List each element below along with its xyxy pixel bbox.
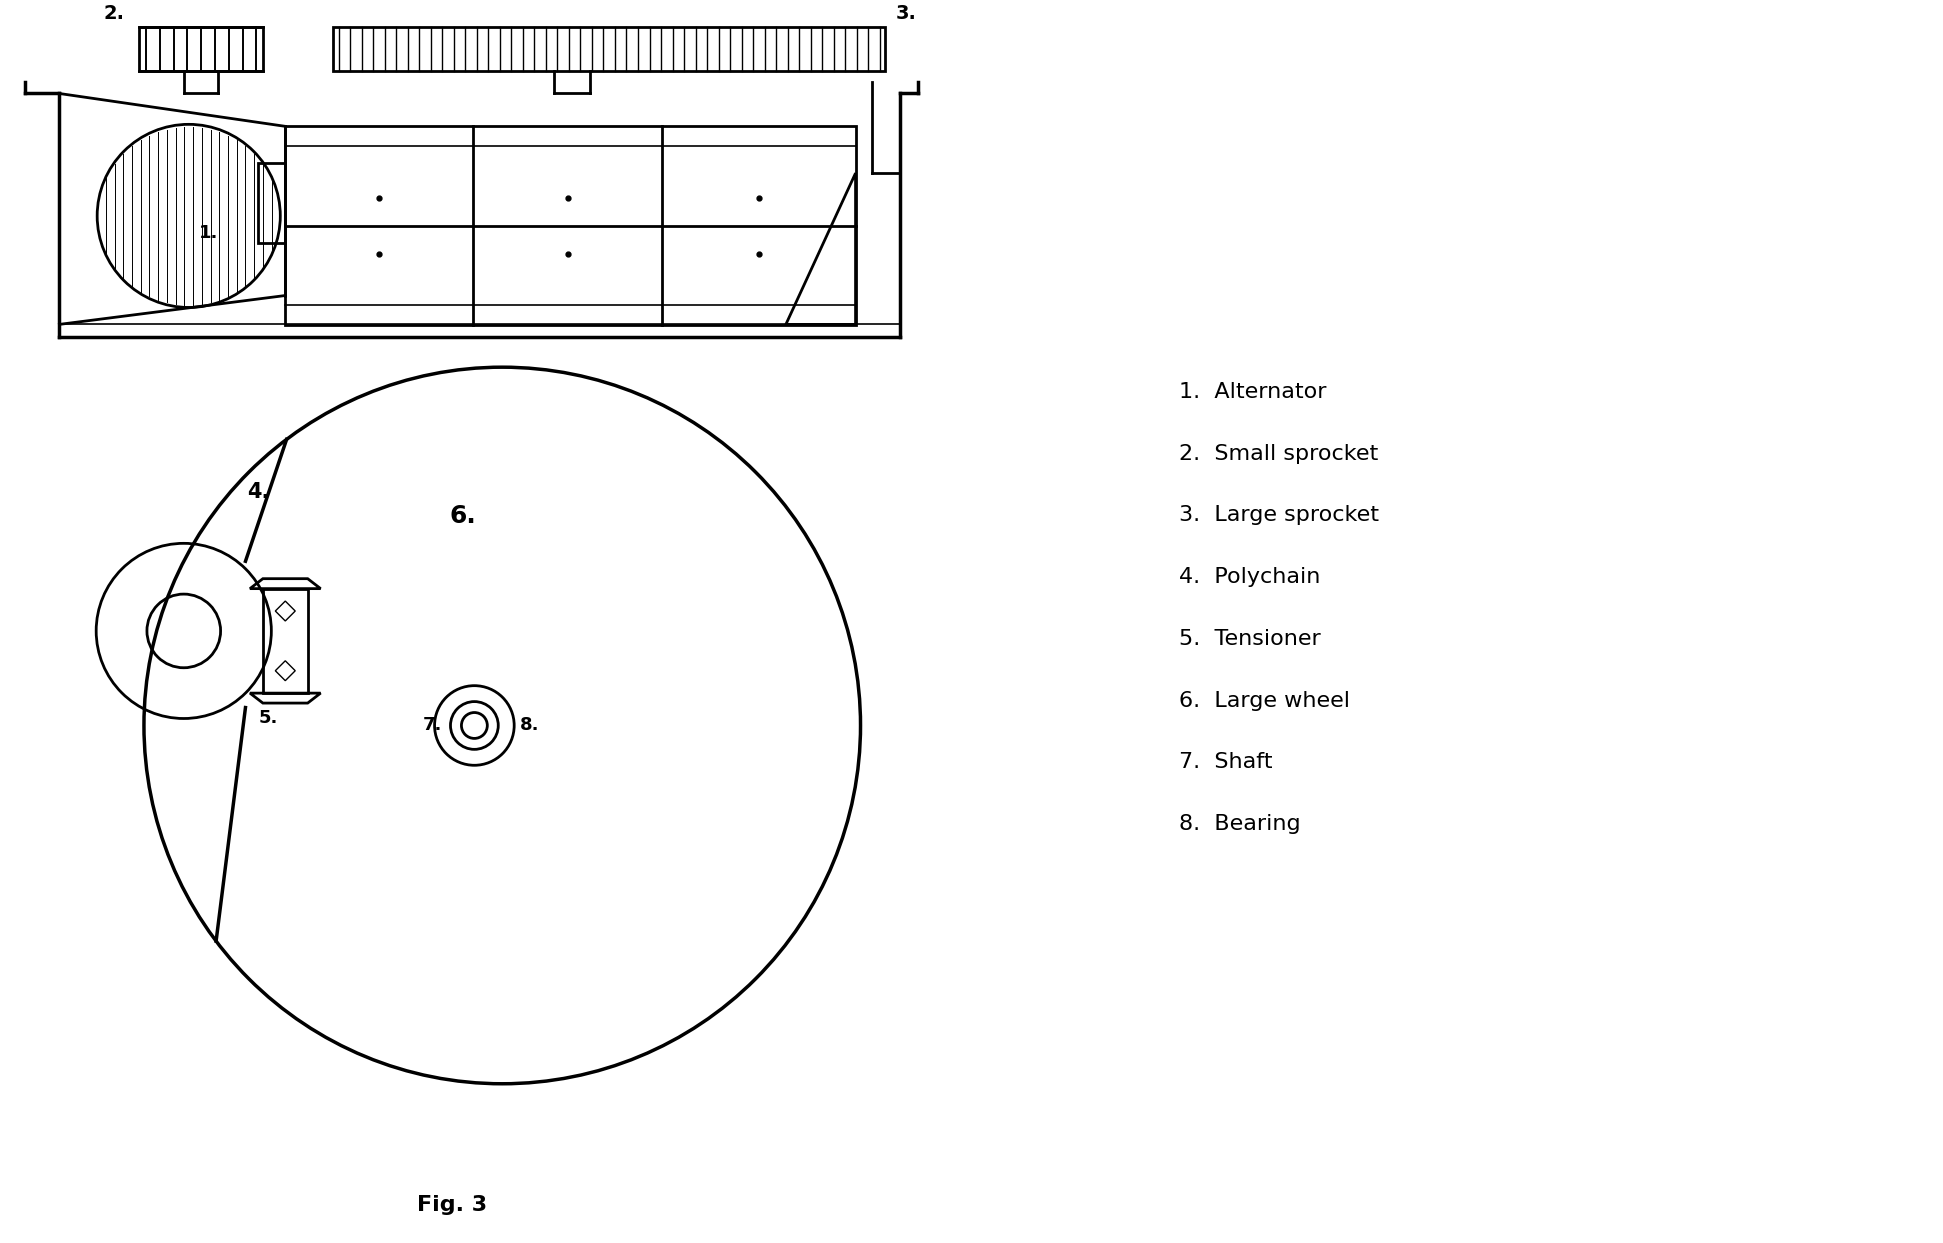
Text: 8.: 8. bbox=[521, 716, 540, 735]
Text: 1.  Alternator: 1. Alternator bbox=[1179, 382, 1327, 401]
Bar bbox=[262, 589, 307, 694]
Text: 6.  Large wheel: 6. Large wheel bbox=[1179, 691, 1350, 711]
Text: 7.  Shaft: 7. Shaft bbox=[1179, 752, 1273, 772]
Text: 5.  Tensioner: 5. Tensioner bbox=[1179, 629, 1321, 649]
Text: 7.: 7. bbox=[424, 716, 443, 735]
Bar bbox=[332, 27, 886, 71]
Bar bbox=[258, 163, 286, 242]
Text: 4.  Polychain: 4. Polychain bbox=[1179, 567, 1321, 587]
Text: 8.  Bearing: 8. Bearing bbox=[1179, 814, 1300, 834]
Text: Fig. 3: Fig. 3 bbox=[418, 1196, 488, 1216]
Text: 2.: 2. bbox=[103, 4, 124, 22]
Text: 3.: 3. bbox=[896, 4, 917, 22]
Text: 2.  Small sprocket: 2. Small sprocket bbox=[1179, 444, 1378, 464]
Text: 5.: 5. bbox=[258, 709, 278, 726]
Bar bbox=[140, 27, 264, 71]
Bar bbox=[286, 127, 855, 326]
Text: 6.: 6. bbox=[449, 505, 476, 528]
Text: 4.: 4. bbox=[247, 481, 270, 502]
Text: 3.  Large sprocket: 3. Large sprocket bbox=[1179, 506, 1380, 526]
Text: 1.: 1. bbox=[198, 224, 218, 242]
